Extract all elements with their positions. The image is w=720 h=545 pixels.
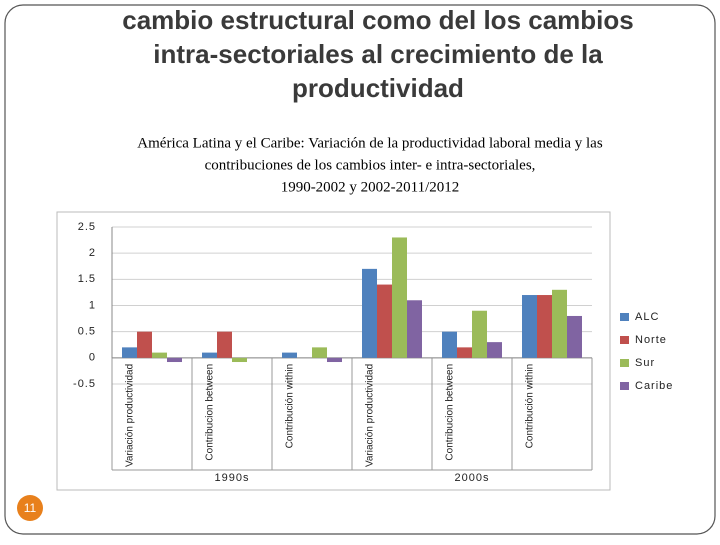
- y-tick-label: -0.5: [73, 378, 96, 390]
- bar: [327, 357, 342, 363]
- bar: [537, 295, 552, 358]
- legend-swatch: [620, 336, 629, 344]
- x-tick-label: Contribucion between: [205, 364, 216, 461]
- x-tick-label: Contribucion between: [445, 364, 456, 461]
- bar: [152, 352, 167, 358]
- y-tick-label: 0: [89, 352, 96, 364]
- chart-title: América Latina y el Caribe: Variación de…: [137, 135, 603, 151]
- chart-title: 1990-2002 y 2002-2011/2012: [281, 179, 460, 195]
- bar: [442, 331, 457, 358]
- y-tick-label: 0.5: [78, 326, 96, 338]
- bar: [362, 268, 377, 358]
- bar: [202, 352, 217, 358]
- bar: [377, 284, 392, 358]
- legend-swatch: [620, 382, 629, 390]
- x-tick-label: Contribución within: [285, 364, 296, 449]
- legend-label: ALC: [635, 311, 659, 323]
- bar: [122, 347, 137, 358]
- bar: [567, 315, 582, 358]
- slide-title: intra-sectoriales al crecimiento de la: [153, 39, 603, 69]
- legend-swatch: [620, 313, 629, 321]
- x-tick-label: Variación productividad: [365, 364, 376, 467]
- bar: [217, 331, 232, 358]
- bar: [457, 347, 472, 358]
- slide-title: cambio estructural como del los cambios: [122, 5, 633, 35]
- group-label: 1990s: [215, 472, 250, 484]
- chart-title: contribuciones de los cambios inter- e i…: [205, 157, 536, 173]
- bar: [312, 347, 327, 358]
- y-tick-label: 2: [89, 247, 96, 259]
- slide-number: 11: [24, 501, 37, 515]
- bar: [472, 310, 487, 358]
- legend-label: Norte: [635, 334, 667, 346]
- bar: [487, 342, 502, 358]
- y-tick-label: 2.5: [78, 221, 96, 233]
- bar: [407, 300, 422, 358]
- slide-border: [4, 4, 716, 535]
- legend-label: Caribe: [635, 380, 673, 392]
- bar: [167, 357, 182, 363]
- y-tick-label: 1: [89, 299, 96, 311]
- legend-label: Sur: [635, 357, 655, 369]
- bar: [522, 295, 537, 358]
- group-label: 2000s: [455, 472, 490, 484]
- x-tick-label: Contribución within: [525, 364, 536, 449]
- legend-swatch: [620, 359, 629, 367]
- slide-title: productividad: [292, 73, 464, 103]
- slide-number-badge: [17, 495, 43, 521]
- bar: [232, 357, 247, 363]
- bar: [282, 352, 297, 358]
- bar: [137, 331, 152, 358]
- x-tick-label: Variación productividad: [125, 364, 136, 467]
- bar: [392, 237, 407, 358]
- y-tick-label: 1.5: [78, 273, 96, 285]
- bar: [552, 289, 567, 358]
